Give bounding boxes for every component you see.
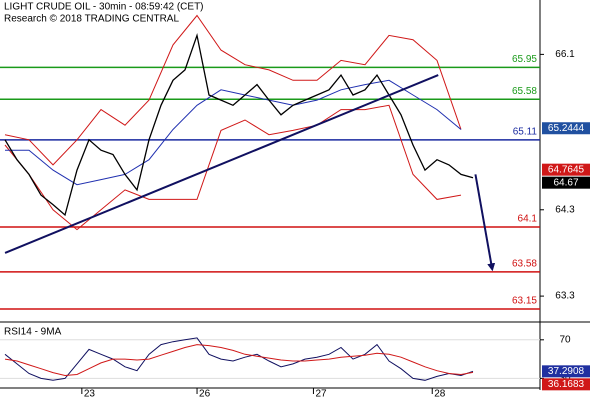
series-line — [4, 32, 474, 217]
arrow — [474, 174, 496, 272]
level-label: 63.58 — [512, 259, 537, 270]
value-box-label: 36.1683 — [548, 379, 585, 390]
level-label: 65.58 — [512, 86, 537, 97]
level-label: 63.15 — [512, 296, 537, 307]
y-tick-label: 70 — [559, 334, 571, 345]
value-box — [542, 122, 590, 135]
level-label: 65.95 — [512, 54, 537, 65]
value-box-label: 64.67 — [553, 177, 578, 188]
level-label: 64.1 — [518, 214, 538, 225]
series-line — [4, 14, 462, 166]
y-tick-label: 63.3 — [555, 291, 575, 302]
level-label: 65.11 — [513, 126, 538, 137]
value-box — [542, 378, 590, 391]
y-tick-label: 64.3 — [555, 204, 575, 215]
value-box-label: 64.7645 — [548, 164, 585, 175]
value-box — [542, 176, 590, 189]
series-line — [4, 337, 474, 381]
series-line — [4, 104, 462, 231]
y-tick-label: 66.1 — [555, 49, 575, 60]
value-box — [542, 365, 590, 378]
x-tick-label: 28 — [434, 389, 446, 400]
series-line — [5, 79, 462, 186]
value-box — [542, 163, 590, 176]
chart-title: LIGHT CRUDE OIL - 30min - 08:59:42 (CET) — [4, 2, 204, 13]
value-box-label: 65.2444 — [548, 123, 585, 134]
value-box-label: 37.2908 — [548, 366, 585, 377]
rsi-title: RSI14 - 9MA — [4, 327, 62, 338]
x-tick-label: 26 — [199, 389, 211, 400]
chart-subtitle: Research © 2018 TRADING CENTRAL — [4, 14, 179, 25]
trendline — [4, 74, 439, 254]
series-line — [4, 344, 474, 377]
x-tick-label: 23 — [84, 389, 96, 400]
x-tick-label: 27 — [315, 389, 327, 400]
